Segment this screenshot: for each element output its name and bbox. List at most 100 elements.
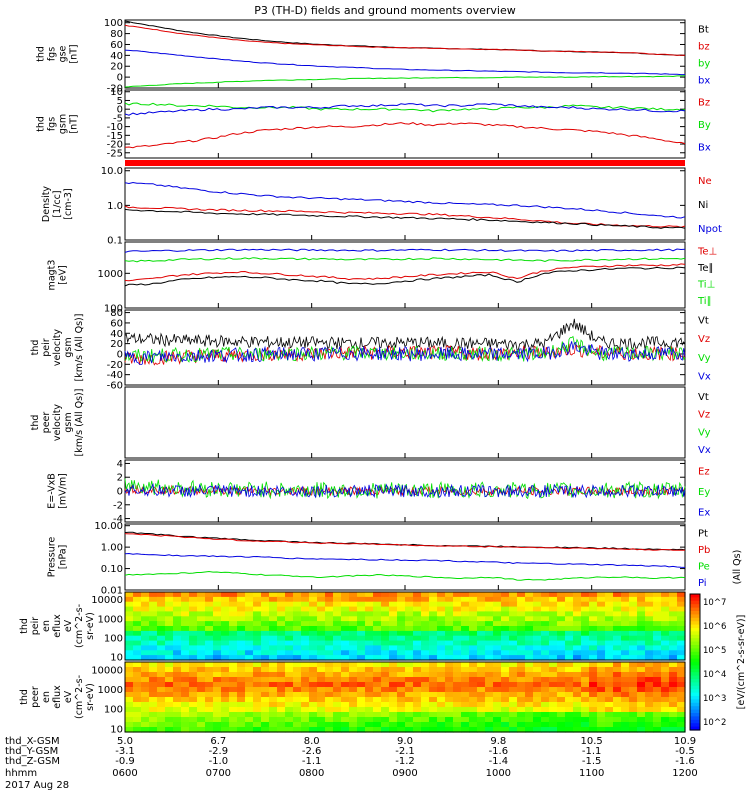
heatmap-cell	[485, 687, 494, 693]
heatmap-cell	[509, 621, 518, 627]
heatmap-cell	[581, 611, 590, 617]
heatmap-cell	[501, 667, 510, 673]
heatmap-cell	[589, 692, 598, 698]
heatmap-cell	[197, 630, 206, 637]
ytick-label: -15	[107, 131, 123, 142]
heatmap-cell	[189, 687, 198, 693]
heatmap-cell	[541, 682, 550, 688]
heatmap-cell	[189, 707, 198, 713]
heatmap-cell	[213, 697, 222, 703]
heatmap-cell	[645, 717, 654, 723]
panel-ylabel: thd	[36, 116, 47, 132]
heatmap-cell	[157, 697, 166, 703]
heatmap-cell	[669, 697, 678, 703]
heatmap-cell	[149, 687, 158, 693]
heatmap-cell	[293, 611, 302, 617]
heatmap-cell	[277, 692, 286, 698]
heatmap-cell	[173, 722, 182, 728]
heatmap-cell	[613, 630, 622, 637]
heatmap-cell	[589, 630, 598, 637]
heatmap-cell	[333, 621, 342, 627]
colorbar-segment	[690, 665, 700, 670]
heatmap-cell	[621, 677, 630, 683]
heatmap-cell	[333, 707, 342, 713]
heatmap-cell	[669, 645, 678, 651]
heatmap-cell	[277, 626, 286, 632]
heatmap-cell	[197, 611, 206, 617]
heatmap-cell	[157, 655, 166, 661]
heatmap-cell	[197, 667, 206, 673]
heatmap-cell	[125, 662, 134, 668]
heatmap-cell	[437, 616, 446, 622]
heatmap-cell	[549, 592, 558, 598]
heatmap-cell	[637, 596, 646, 603]
heatmap-cell	[197, 677, 206, 683]
legend-By: By	[698, 120, 711, 131]
ytick-label: 100	[104, 633, 123, 644]
heatmap-cell	[525, 601, 534, 608]
heatmap-cell	[613, 717, 622, 723]
colorbar-segment	[690, 651, 700, 656]
colorbar-segment	[690, 624, 700, 629]
colorbar-segment	[690, 672, 700, 677]
heatmap-cell	[373, 635, 382, 642]
heatmap-cell	[149, 630, 158, 637]
heatmap-cell	[517, 626, 526, 632]
heatmap-cell	[493, 630, 502, 637]
heatmap-cell	[653, 616, 662, 622]
heatmap-cell	[485, 645, 494, 651]
heatmap-cell	[565, 626, 574, 632]
heatmap-cell	[293, 727, 302, 733]
heatmap-cell	[645, 682, 654, 688]
heatmap-cell	[437, 722, 446, 728]
heatmap-cell	[453, 692, 462, 698]
heatmap-cell	[661, 616, 670, 622]
heatmap-cell	[173, 712, 182, 718]
panel-ylabel: thd	[30, 415, 41, 431]
heatmap-cell	[205, 640, 214, 647]
heatmap-cell	[557, 635, 566, 642]
heatmap-cell	[213, 712, 222, 718]
heatmap-cell	[213, 682, 222, 688]
heatmap-cell	[573, 640, 582, 647]
heatmap-cell	[381, 616, 390, 622]
heatmap-cell	[325, 682, 334, 688]
heatmap-cell	[653, 702, 662, 708]
heatmap-cell	[309, 592, 318, 598]
heatmap-cell	[293, 596, 302, 603]
heatmap-cell	[341, 712, 350, 718]
heatmap-cell	[453, 667, 462, 673]
heatmap-cell	[509, 702, 518, 708]
heatmap-cell	[261, 727, 270, 733]
ephemeris-value: -2.9	[209, 746, 229, 757]
heatmap-cell	[181, 596, 190, 603]
heatmap-cell	[237, 635, 246, 642]
heatmap-cell	[365, 611, 374, 617]
heatmap-cell	[565, 592, 574, 598]
heatmap-cell	[645, 611, 654, 617]
heatmap-cell	[261, 635, 270, 642]
series-Te⊥	[124, 263, 686, 282]
heatmap-cell	[261, 667, 270, 673]
heatmap-cell	[237, 682, 246, 688]
heatmap-cell	[197, 687, 206, 693]
heatmap-cell	[445, 606, 454, 613]
heatmap-cell	[229, 616, 238, 622]
heatmap-cell	[437, 702, 446, 708]
heatmap-cell	[485, 630, 494, 637]
heatmap-cell	[285, 717, 294, 723]
heatmap-cell	[269, 662, 278, 668]
heatmap-cell	[541, 692, 550, 698]
heatmap-cell	[589, 635, 598, 642]
heatmap-cell	[509, 626, 518, 632]
heatmap-cell	[405, 645, 414, 651]
heatmap-cell	[325, 630, 334, 637]
heatmap-cell	[213, 667, 222, 673]
heatmap-cell	[309, 611, 318, 617]
heatmap-cell	[293, 640, 302, 647]
heatmap-cell	[421, 687, 430, 693]
heatmap-cell	[637, 727, 646, 733]
heatmap-cell	[293, 645, 302, 651]
heatmap-cell	[565, 635, 574, 642]
